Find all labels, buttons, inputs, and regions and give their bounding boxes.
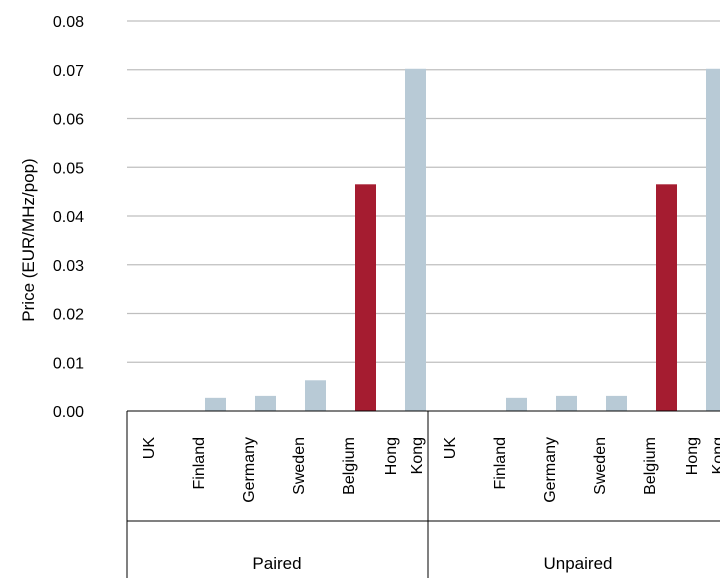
category-label: UK [141,437,158,460]
category-label: UK [442,437,459,460]
bar-paired-belgium [355,184,376,411]
y-tick-label: 0.08 [53,14,84,31]
axes [126,410,720,578]
category-label: Sweden [291,437,308,495]
bar-paired-sweden [305,380,326,411]
category-label: Belgium [341,437,358,495]
bar-paired-hong-kong [405,68,426,412]
category-label: Hong [684,437,701,475]
bar-unpaired-germany [556,395,577,411]
bar-unpaired-finland [506,397,527,411]
y-tick-label: 0.05 [53,160,84,177]
category-label: Hong [383,437,400,475]
category-labels: UK Finland Germany Sweden Belgium Hong Kong UK F… [141,437,720,503]
y-tick-label: 0.04 [53,209,84,226]
bar-paired-germany [255,395,276,411]
category-label: Belgium [642,437,659,495]
bars [205,68,720,412]
y-tick-labels: 0.00 0.01 0.02 0.03 0.04 0.05 0.06 0.07 0.08 [53,14,84,421]
bar-unpaired-belgium [656,184,677,411]
y-tick-label: 0.06 [53,112,84,129]
category-label: Germany [241,437,258,503]
group-label-unpaired: Unpaired [544,554,613,573]
group-label-paired: Paired [252,554,301,573]
y-tick-label: 0.03 [53,258,84,275]
category-label: Germany [542,437,559,503]
bar-unpaired-sweden [606,395,627,411]
category-label: Finland [492,437,509,489]
group-labels: Paired Unpaired [252,554,612,573]
category-label: Finland [191,437,208,489]
y-axis-label: Price (EUR/MHz/pop) [19,158,38,321]
category-label: Kong [409,437,426,474]
y-tick-label: 0.00 [53,404,84,421]
category-label: Kong [710,437,720,474]
bar-paired-finland [205,397,226,411]
y-tick-label: 0.07 [53,63,84,80]
bar-unpaired-hong-kong [706,68,720,412]
y-tick-label: 0.02 [53,307,84,324]
category-label: Sweden [592,437,609,495]
y-tick-label: 0.01 [53,355,84,372]
